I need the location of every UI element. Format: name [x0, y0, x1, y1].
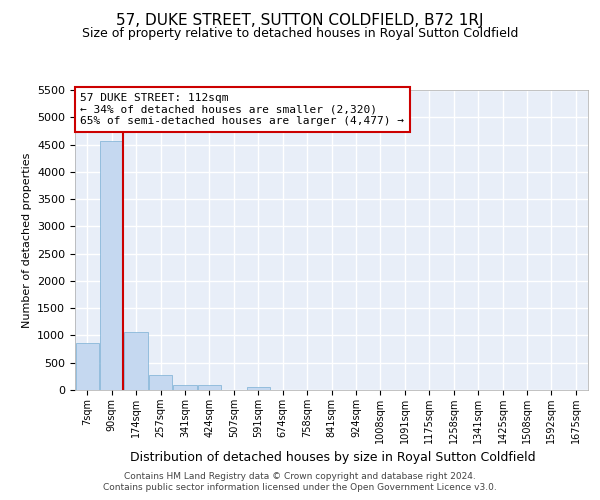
- Bar: [124, 332, 148, 390]
- Bar: [198, 385, 221, 390]
- Text: Contains HM Land Registry data © Crown copyright and database right 2024.: Contains HM Land Registry data © Crown c…: [124, 472, 476, 481]
- Bar: [76, 342, 99, 390]
- Text: Distribution of detached houses by size in Royal Sutton Coldfield: Distribution of detached houses by size …: [130, 451, 536, 464]
- Text: Contains public sector information licensed under the Open Government Licence v3: Contains public sector information licen…: [103, 484, 497, 492]
- Bar: [173, 385, 197, 390]
- Text: 57 DUKE STREET: 112sqm
← 34% of detached houses are smaller (2,320)
65% of semi-: 57 DUKE STREET: 112sqm ← 34% of detached…: [80, 93, 404, 126]
- Y-axis label: Number of detached properties: Number of detached properties: [22, 152, 32, 328]
- Bar: [100, 142, 123, 390]
- Bar: [149, 374, 172, 390]
- Text: 57, DUKE STREET, SUTTON COLDFIELD, B72 1RJ: 57, DUKE STREET, SUTTON COLDFIELD, B72 1…: [116, 12, 484, 28]
- Text: Size of property relative to detached houses in Royal Sutton Coldfield: Size of property relative to detached ho…: [82, 28, 518, 40]
- Bar: [247, 386, 270, 390]
